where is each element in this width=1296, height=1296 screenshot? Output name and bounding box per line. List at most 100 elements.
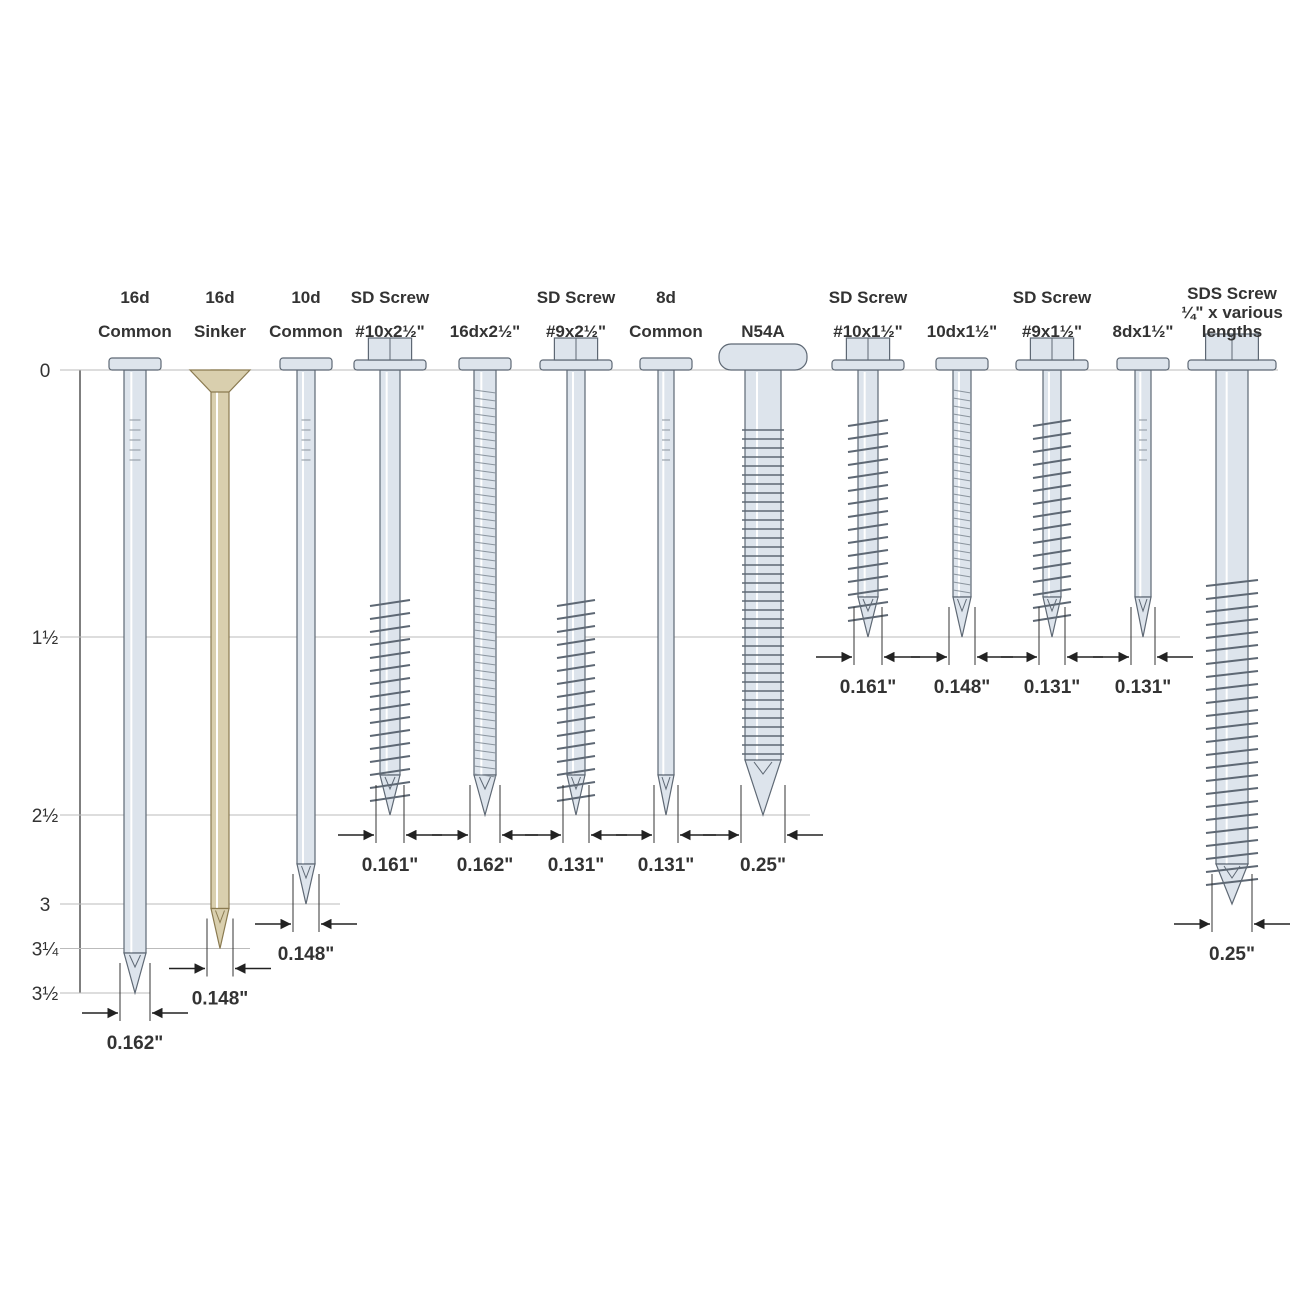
head <box>108 357 162 371</box>
thread <box>847 445 889 453</box>
fastener-label: #9x2½" <box>546 322 606 341</box>
thread <box>1205 878 1259 886</box>
diameter-label: 0.25" <box>740 855 786 876</box>
shank <box>379 369 401 776</box>
fastener <box>911 357 1013 665</box>
ring <box>473 437 497 442</box>
ring <box>473 517 497 522</box>
fastener-label: SD Screw <box>351 288 430 307</box>
point-mark <box>1047 598 1057 613</box>
ring <box>473 413 497 418</box>
thread <box>847 419 889 427</box>
head <box>279 357 333 371</box>
thread <box>369 768 411 776</box>
thread <box>369 716 411 724</box>
ring <box>952 581 972 586</box>
ring <box>952 525 972 530</box>
thread <box>556 703 596 711</box>
thread <box>1205 852 1259 860</box>
fastener-label: 10d <box>291 288 320 307</box>
ring <box>473 525 497 530</box>
diameter-label: 0.161" <box>840 677 897 698</box>
thread <box>556 625 596 633</box>
ring <box>473 613 497 618</box>
fastener-label: SD Screw <box>829 288 908 307</box>
ring <box>952 493 972 498</box>
point <box>566 774 586 816</box>
thread <box>369 729 411 737</box>
washer <box>539 359 613 371</box>
ring <box>473 765 497 770</box>
fastener-label: SD Screw <box>537 288 616 307</box>
fastener-label: lengths <box>1202 322 1262 341</box>
shank <box>1134 369 1152 598</box>
thread <box>1205 670 1259 678</box>
thread <box>1032 549 1072 557</box>
fastener-label: N54A <box>741 322 784 341</box>
fastener-label: #10x2½" <box>355 322 425 341</box>
fastener-label: 10dx1½" <box>927 322 997 341</box>
fastener-label: 8dx1½" <box>1113 322 1174 341</box>
ring <box>473 469 497 474</box>
point <box>296 863 316 905</box>
point-mark <box>661 776 671 791</box>
ring <box>473 461 497 466</box>
head <box>1116 357 1170 371</box>
ring <box>473 509 497 514</box>
thread <box>1205 774 1259 782</box>
point <box>1134 596 1152 638</box>
thread <box>1205 683 1259 691</box>
ring <box>473 693 497 698</box>
diameter-label: 0.131" <box>1115 677 1172 698</box>
ring <box>473 597 497 602</box>
thread <box>1205 592 1259 600</box>
fastener-label: Common <box>269 322 343 341</box>
ring <box>952 517 972 522</box>
ring <box>952 389 972 394</box>
thread <box>1032 536 1072 544</box>
point-mark <box>957 598 967 613</box>
fastener-label: 8d <box>656 288 676 307</box>
diameter-label: 0.148" <box>934 677 991 698</box>
fastener <box>1001 337 1103 665</box>
thread <box>1032 419 1072 427</box>
ring <box>473 645 497 650</box>
shank <box>1215 369 1249 865</box>
diameter-label: 0.25" <box>1209 944 1255 965</box>
ring <box>952 405 972 410</box>
washer <box>1187 359 1277 371</box>
thread <box>1205 839 1259 847</box>
ring <box>952 397 972 402</box>
fastener <box>432 357 538 843</box>
ring <box>473 405 497 410</box>
thread <box>847 510 889 518</box>
fastener <box>1174 333 1290 932</box>
thread <box>369 612 411 620</box>
ring <box>473 701 497 706</box>
thread <box>556 716 596 724</box>
thread <box>556 651 596 659</box>
thread <box>1205 826 1259 834</box>
ring <box>473 549 497 554</box>
thread <box>1205 696 1259 704</box>
shank <box>1042 369 1062 598</box>
diameter-label: 0.162" <box>457 855 514 876</box>
point-mark <box>479 776 491 791</box>
fastener <box>525 337 627 843</box>
ring <box>473 733 497 738</box>
thread <box>369 625 411 633</box>
point-mark <box>215 910 225 924</box>
ring <box>473 485 497 490</box>
scale-label: 3½ <box>32 984 59 1005</box>
diameter-label: 0.148" <box>278 944 335 965</box>
thread <box>1032 562 1072 570</box>
diameter-label: 0.131" <box>1024 677 1081 698</box>
thread <box>1205 865 1259 873</box>
thread <box>1205 761 1259 769</box>
ring <box>473 773 497 778</box>
ring <box>473 397 497 402</box>
thread <box>847 432 889 440</box>
head <box>935 357 989 371</box>
ring <box>473 453 497 458</box>
diameter-label: 0.148" <box>192 989 249 1010</box>
